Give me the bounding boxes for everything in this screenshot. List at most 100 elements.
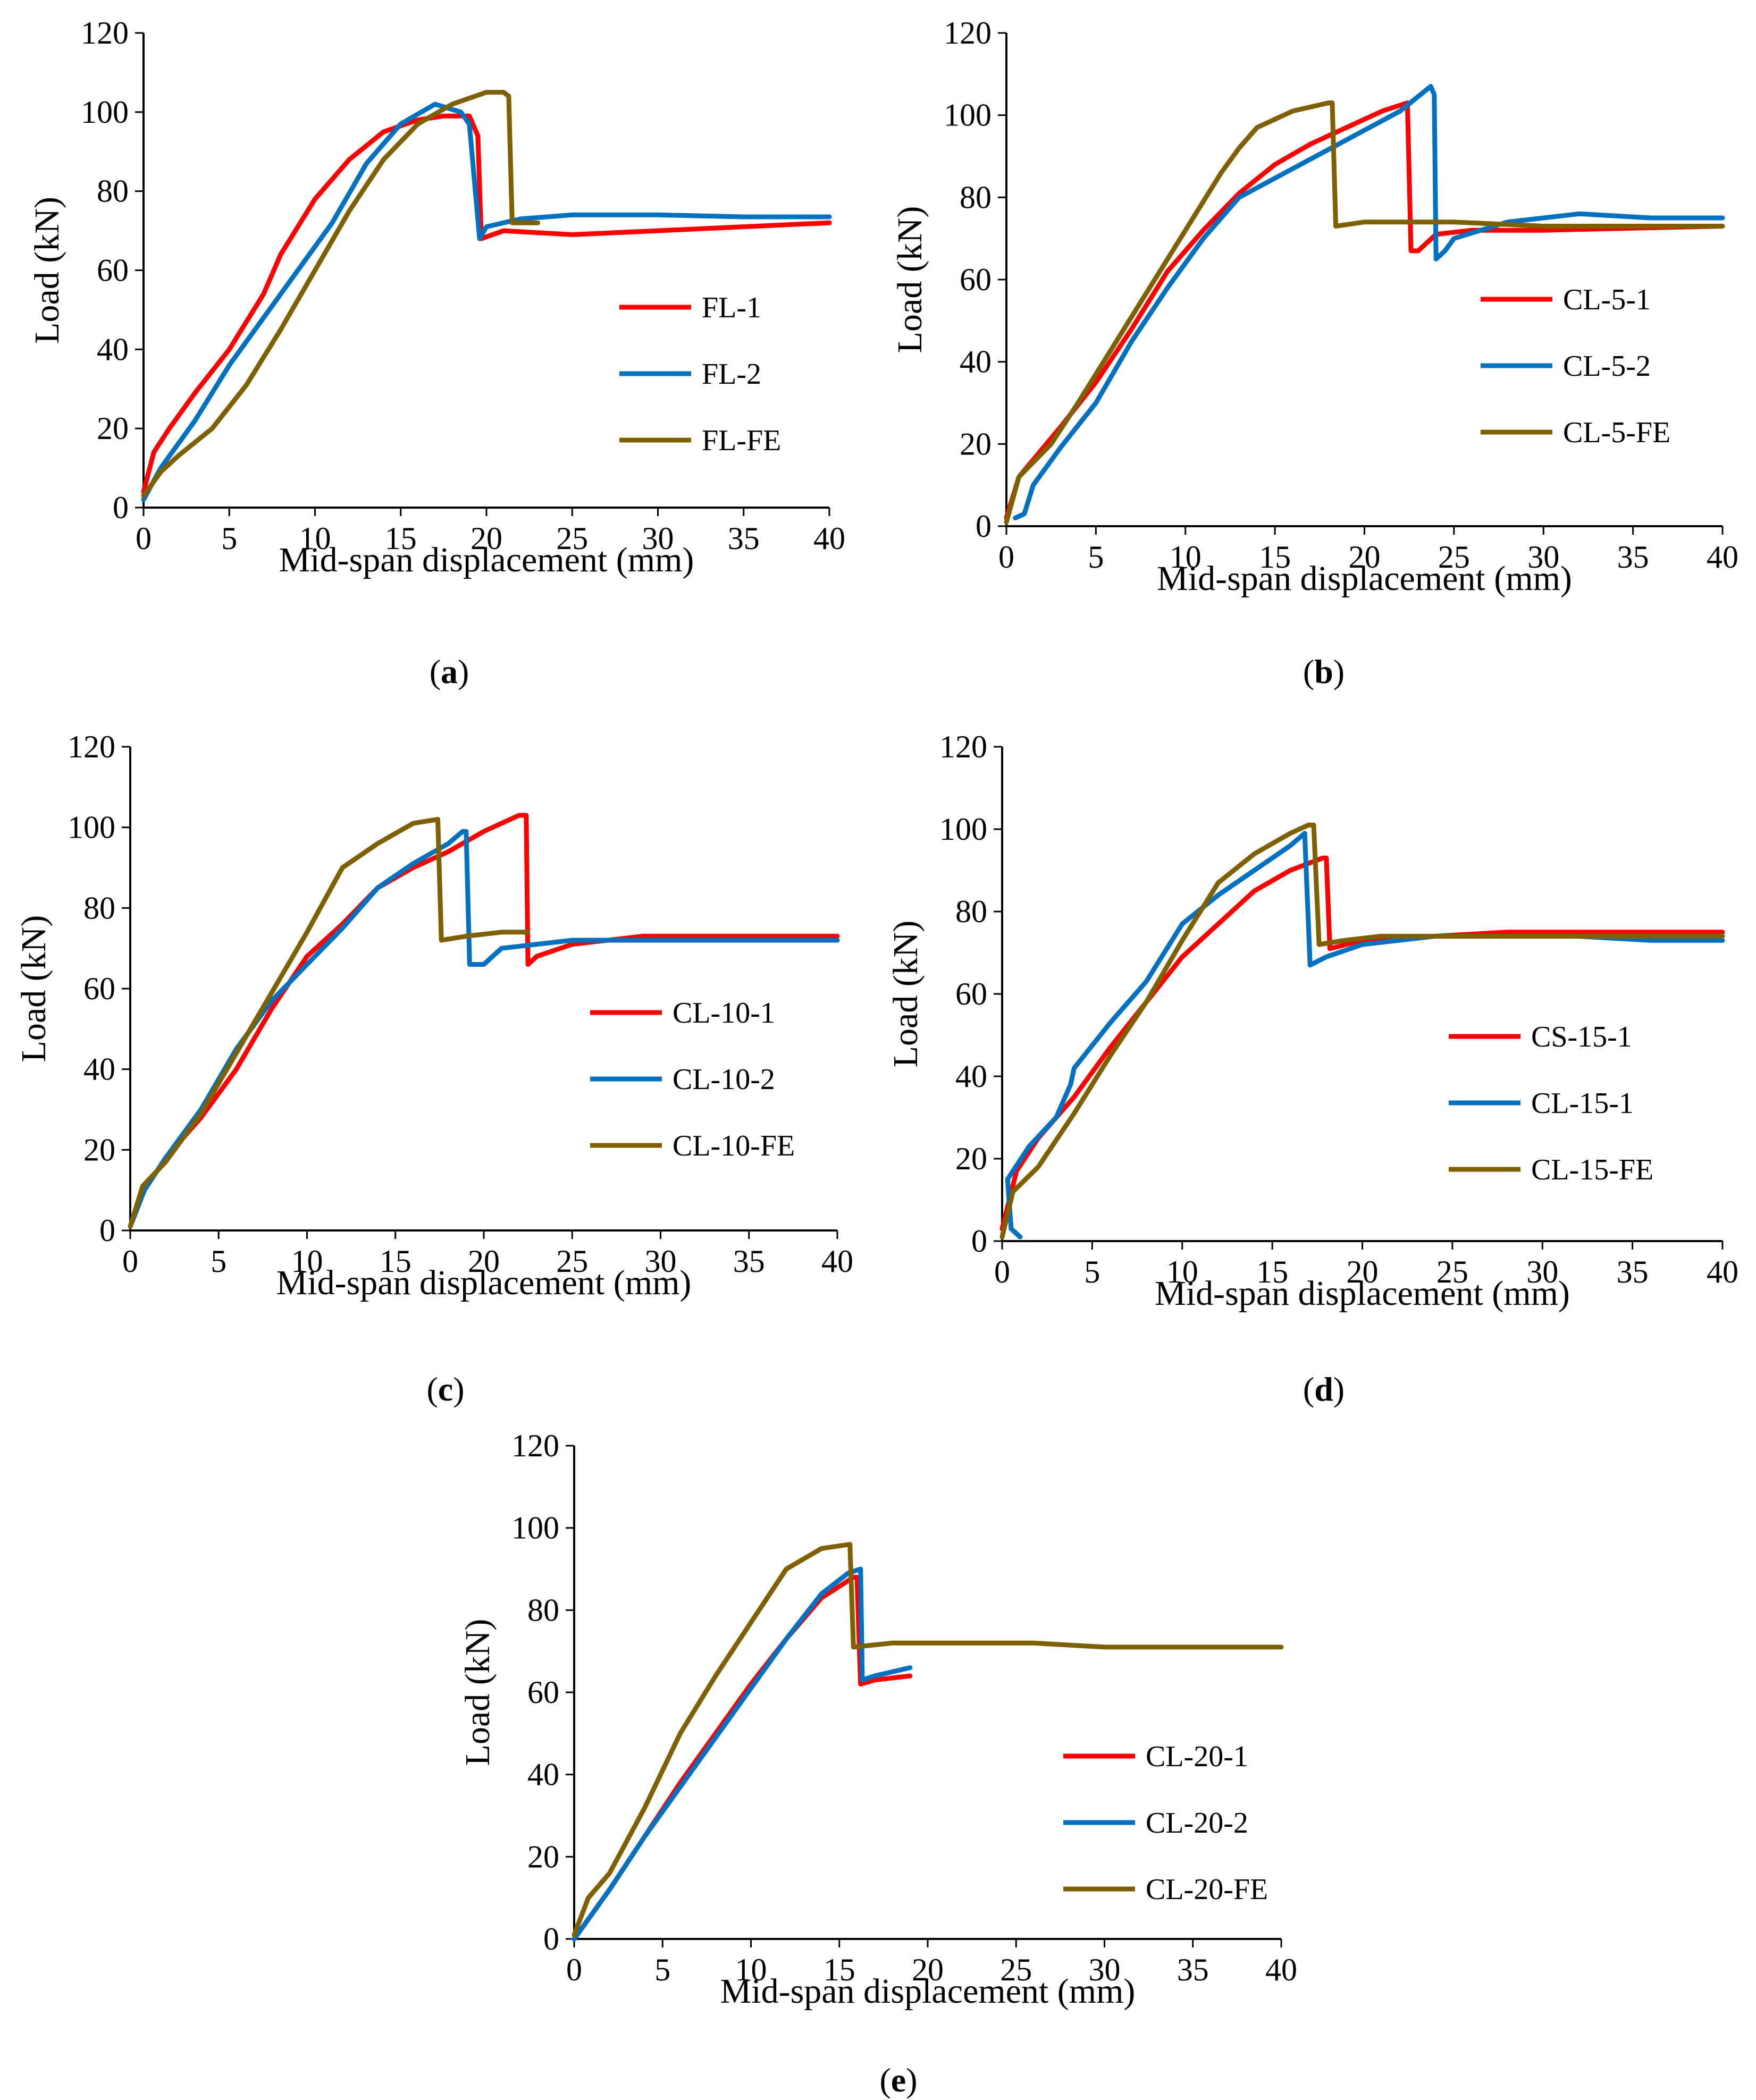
- x-tick-label: 25: [556, 521, 588, 556]
- series-line-cl-5-fe: [1004, 100, 1725, 525]
- y-tick-label: 0: [113, 490, 129, 525]
- series-line-cl-5-1: [1004, 100, 1725, 520]
- x-tick-label: 25: [1000, 1952, 1032, 1987]
- y-tick-label: 20: [97, 411, 129, 446]
- y-tick-label: 80: [955, 894, 987, 929]
- x-tick-label: 35: [1617, 539, 1649, 575]
- series-line-cs-15-1: [999, 855, 1725, 1232]
- x-tick-label: 10: [1166, 1254, 1198, 1289]
- x-tick-label: 40: [821, 1244, 853, 1279]
- y-tick-label: 100: [944, 98, 992, 133]
- legend: FL-1 FL-2 FL-FE: [619, 291, 781, 457]
- x-tick-label: 5: [211, 1244, 226, 1279]
- legend-label: CL-10-FE: [673, 1129, 795, 1162]
- series-line-cl-20-fe: [572, 1542, 1284, 1937]
- y-tick-label: 40: [955, 1059, 987, 1094]
- x-tick-label: 10: [299, 521, 331, 556]
- x-tick-label: 40: [1707, 539, 1738, 575]
- series-line-fl-2: [141, 102, 832, 502]
- series-line-cl-5-2: [1013, 84, 1725, 520]
- legend: CL-20-1 CL-20-2 CL-20-FE: [1063, 1740, 1268, 1906]
- y-axis-title: Load (kN): [458, 1619, 497, 1766]
- x-tick-label: 5: [1084, 1254, 1100, 1289]
- x-tick-label: 0: [994, 1254, 1010, 1289]
- x-tick-label: 0: [122, 1244, 138, 1279]
- legend: CS-15-1 CL-15-1 CL-15-FE: [1449, 1021, 1653, 1186]
- x-tick-label: 25: [556, 1244, 588, 1279]
- y-tick-label: 20: [527, 1839, 559, 1874]
- x-tick-label: 15: [385, 521, 417, 556]
- y-axis-title: Load (kN): [14, 915, 53, 1062]
- x-tick-label: 0: [998, 539, 1014, 575]
- y-tick-label: 80: [97, 174, 129, 209]
- legend-label: FL-2: [702, 358, 761, 391]
- legend-label: CL-5-1: [1563, 283, 1651, 316]
- panel-caption: (c): [426, 1370, 464, 1408]
- x-tick-label: 40: [1707, 1254, 1738, 1289]
- y-axis-title: Load (kN): [886, 921, 925, 1068]
- y-tick-label: 0: [99, 1213, 115, 1248]
- x-tick-label: 30: [1526, 1254, 1558, 1289]
- panel-caption: (b): [1303, 653, 1345, 690]
- y-tick-label: 40: [960, 344, 992, 379]
- x-tick-label: 20: [1347, 1254, 1379, 1289]
- y-axis-title: Load (kN): [28, 197, 66, 344]
- y-tick-label: 20: [955, 1141, 987, 1176]
- y-tick-label: 0: [976, 509, 992, 544]
- x-tick-label: 35: [733, 1244, 765, 1279]
- y-tick-label: 100: [511, 1511, 559, 1546]
- chart-panel-c: 0 20 40 60 80 100 120 0 5 10 15 20 25 30 35 40 Mid-span …: [14, 729, 853, 1408]
- y-tick-label: 20: [960, 426, 992, 461]
- legend-label: CL-5-FE: [1563, 416, 1670, 449]
- x-tick-label: 30: [645, 1244, 677, 1279]
- y-tick-label: 40: [97, 332, 129, 367]
- x-tick-label: 30: [1527, 539, 1559, 575]
- y-tick-label: 120: [939, 729, 987, 764]
- y-tick-label: 120: [81, 15, 129, 50]
- legend-label: CL-10-1: [673, 997, 775, 1030]
- y-tick-label: 60: [955, 976, 987, 1011]
- y-tick-label: 100: [939, 812, 987, 847]
- x-tick-label: 35: [728, 521, 760, 556]
- x-tick-label: 0: [566, 1952, 582, 1987]
- y-tick-label: 60: [960, 262, 992, 297]
- legend-label: CL-10-2: [673, 1063, 775, 1096]
- x-tick-label: 10: [1170, 539, 1202, 575]
- y-tick-label: 20: [83, 1132, 115, 1167]
- x-tick-label: 20: [1349, 539, 1381, 575]
- x-tick-label: 20: [912, 1952, 944, 1987]
- x-tick-label: 35: [1177, 1952, 1209, 1987]
- y-tick-label: 120: [511, 1428, 559, 1463]
- x-tick-label: 5: [654, 1952, 670, 1987]
- y-tick-label: 80: [527, 1592, 559, 1627]
- x-tick-label: 15: [1256, 1254, 1288, 1289]
- x-tick-label: 15: [380, 1244, 411, 1279]
- chart-panel-a: 0 20 40 60 80 100 120 0 5 10 15 20 25 30 35 40 Mid-span …: [28, 15, 845, 690]
- legend: CL-10-1 CL-10-2 CL-10-FE: [590, 997, 795, 1162]
- legend: CL-5-1 CL-5-2 CL-5-FE: [1481, 283, 1670, 449]
- panel-caption: (d): [1303, 1370, 1345, 1408]
- chart-panel-e: 0 20 40 60 80 100 120 0 5 10 15 20 25 30 35 40 Mid-span …: [458, 1428, 1297, 2099]
- series-line-fl-fe: [141, 90, 541, 499]
- series-line-cl-15-fe: [999, 822, 1725, 1239]
- x-tick-label: 20: [468, 1244, 500, 1279]
- legend-label: CL-20-2: [1146, 1807, 1248, 1840]
- y-tick-label: 100: [68, 810, 115, 845]
- legend-label: CL-15-FE: [1531, 1153, 1653, 1186]
- x-tick-label: 25: [1436, 1254, 1468, 1289]
- chart-panel-d: 0 20 40 60 80 100 120 0 5 10 15 20 25 30 35 40 Mid-span …: [886, 729, 1738, 1408]
- x-tick-label: 15: [1259, 539, 1291, 575]
- legend-label: FL-FE: [702, 424, 781, 457]
- legend-label: CL-15-1: [1531, 1087, 1634, 1120]
- panel-caption: (e): [879, 2061, 917, 2099]
- x-axis-title: Mid-span displacement (mm): [1155, 1274, 1570, 1313]
- x-axis-title: Mid-span displacement (mm): [1157, 559, 1572, 598]
- chart-panel-b: 0 20 40 60 80 100 120 0 5 10 15 20 25 30 35 40 Mid-span …: [890, 15, 1738, 690]
- y-tick-label: 80: [960, 180, 992, 215]
- x-axis-title: Mid-span displacement (mm): [276, 1263, 692, 1302]
- x-tick-label: 5: [1088, 539, 1104, 575]
- x-tick-label: 40: [1265, 1952, 1297, 1987]
- y-tick-label: 80: [83, 890, 115, 925]
- legend-label: CL-20-FE: [1146, 1873, 1268, 1906]
